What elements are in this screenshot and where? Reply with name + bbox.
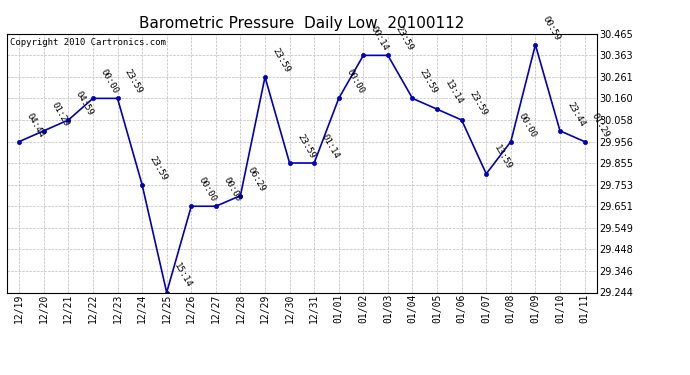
Text: 01:29: 01:29 xyxy=(49,100,70,128)
Text: 00:00: 00:00 xyxy=(516,111,538,139)
Text: 23:59: 23:59 xyxy=(123,68,144,96)
Title: Barometric Pressure  Daily Low  20100112: Barometric Pressure Daily Low 20100112 xyxy=(139,16,464,31)
Text: Copyright 2010 Cartronics.com: Copyright 2010 Cartronics.com xyxy=(10,38,166,46)
Text: 23:59: 23:59 xyxy=(418,68,440,96)
Text: 15:14: 15:14 xyxy=(172,262,193,290)
Text: 01:29: 01:29 xyxy=(590,111,611,139)
Text: 00:00: 00:00 xyxy=(221,176,243,204)
Text: 00:00: 00:00 xyxy=(197,176,218,204)
Text: 00:14: 00:14 xyxy=(369,25,390,52)
Text: 23:59: 23:59 xyxy=(270,46,292,74)
Text: 04:59: 04:59 xyxy=(74,90,95,117)
Text: 23:59: 23:59 xyxy=(148,154,169,182)
Text: 00:00: 00:00 xyxy=(99,68,120,96)
Text: 23:44: 23:44 xyxy=(566,100,586,128)
Text: 06:29: 06:29 xyxy=(246,165,267,193)
Text: 04:44: 04:44 xyxy=(25,111,46,139)
Text: 23:59: 23:59 xyxy=(467,90,489,117)
Text: 13:59: 13:59 xyxy=(492,143,513,171)
Text: 23:59: 23:59 xyxy=(393,25,415,52)
Text: 01:14: 01:14 xyxy=(319,132,341,160)
Text: 00:00: 00:00 xyxy=(344,68,366,96)
Text: 23:59: 23:59 xyxy=(295,132,317,160)
Text: 13:14: 13:14 xyxy=(442,79,464,106)
Text: 00:59: 00:59 xyxy=(541,14,562,42)
